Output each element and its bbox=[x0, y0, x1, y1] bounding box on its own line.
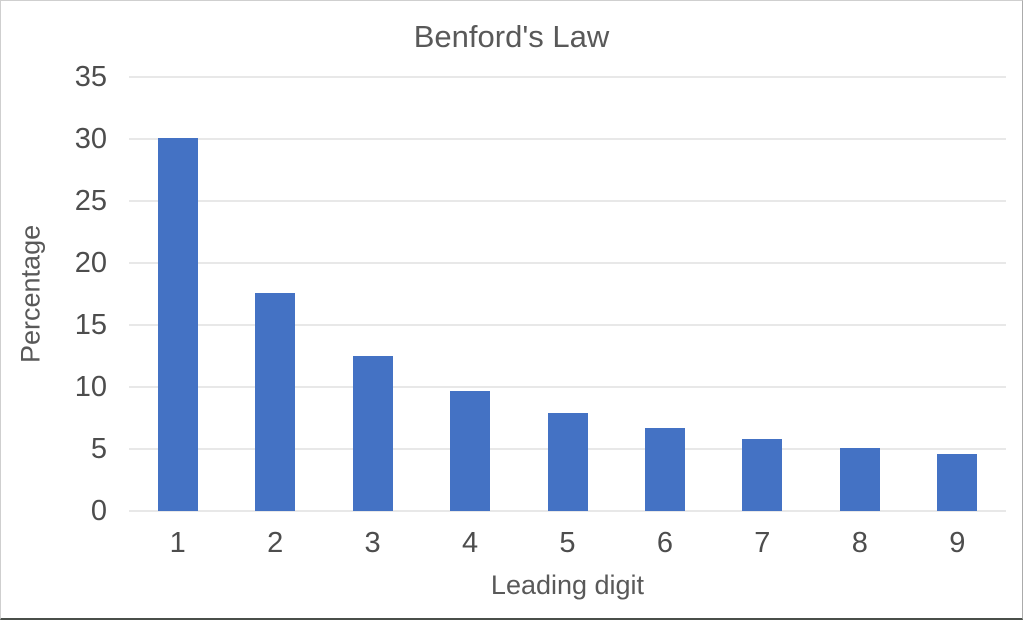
y-tick-label: 25 bbox=[74, 185, 107, 217]
x-tick-label: 5 bbox=[559, 527, 576, 559]
y-tick-label: 0 bbox=[90, 495, 107, 527]
gridline bbox=[129, 76, 1006, 78]
bar-digit-6 bbox=[644, 427, 685, 511]
gridline bbox=[129, 200, 1006, 202]
x-tick-label: 6 bbox=[656, 527, 673, 559]
x-tick-label: 2 bbox=[267, 527, 284, 559]
x-tick-label: 4 bbox=[461, 527, 479, 559]
y-tick-label: 35 bbox=[74, 61, 107, 93]
y-tick-label: 10 bbox=[74, 371, 107, 403]
x-axis-title: Leading digit bbox=[490, 570, 645, 600]
bar-digit-4 bbox=[450, 390, 491, 511]
x-tick-label: 9 bbox=[949, 527, 966, 559]
gridline bbox=[129, 262, 1006, 264]
bar-digit-3 bbox=[352, 356, 393, 511]
y-tick-label: 20 bbox=[74, 247, 107, 279]
x-tick-label: 7 bbox=[754, 527, 771, 559]
y-axis-tick-labels: 0 5 10 15 20 25 30 35 bbox=[1, 61, 107, 527]
gridline bbox=[129, 510, 1006, 512]
y-tick-label: 15 bbox=[74, 309, 107, 341]
x-axis-tick-labels: 1 2 3 4 5 6 7 8 9 bbox=[129, 525, 1006, 561]
bar-digit-7 bbox=[742, 439, 783, 511]
chart-title: Benford's Law bbox=[413, 19, 610, 54]
x-tick-label: 3 bbox=[364, 527, 381, 559]
bar-digit-9 bbox=[937, 453, 978, 511]
gridline bbox=[129, 324, 1006, 326]
gridline bbox=[129, 386, 1006, 388]
x-tick-label: 1 bbox=[169, 527, 186, 559]
y-tick-label: 5 bbox=[90, 433, 107, 465]
gridline bbox=[129, 138, 1006, 140]
bar-digit-1 bbox=[157, 137, 198, 511]
bar-digit-2 bbox=[255, 292, 296, 511]
x-tick-label: 8 bbox=[851, 527, 868, 559]
plot-area bbox=[129, 76, 1006, 512]
y-tick-label: 30 bbox=[74, 123, 107, 155]
bar-digit-5 bbox=[547, 413, 588, 511]
bar-digit-8 bbox=[839, 447, 880, 511]
